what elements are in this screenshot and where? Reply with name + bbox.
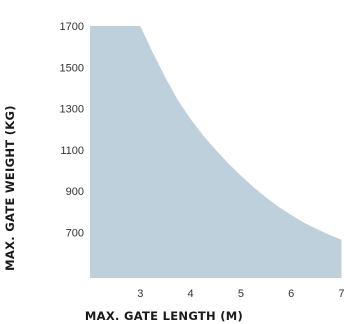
y-tick-label: 1500 [60, 62, 84, 74]
x-axis-ticks: 3 4 5 6 7 [137, 288, 344, 300]
y-tick-label: 700 [66, 228, 84, 240]
x-tick-label: 5 [238, 288, 244, 300]
x-tick-label: 7 [338, 288, 344, 300]
y-axis-title: MAX. GATE WEIGHT (KG) [3, 105, 17, 271]
y-tick-label: 900 [66, 186, 84, 198]
x-tick-label: 6 [288, 288, 294, 300]
y-tick-label: 1700 [60, 21, 84, 33]
y-tick-label: 1300 [60, 104, 84, 116]
x-tick-label: 3 [137, 288, 143, 300]
y-axis-ticks: 1700 1500 1300 1100 900 700 [60, 21, 84, 240]
capacity-area [90, 26, 342, 278]
x-axis-title: MAX. GATE LENGTH (M) [85, 309, 243, 323]
x-tick-label: 4 [188, 288, 194, 300]
y-tick-label: 1100 [60, 145, 84, 157]
